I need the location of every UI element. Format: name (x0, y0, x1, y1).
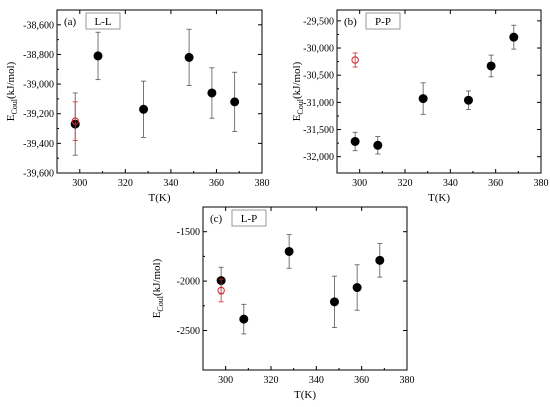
x-tick-label: 360 (209, 178, 224, 189)
plot-frame (336, 9, 542, 174)
y-axis-title-sub: Coul (296, 98, 305, 114)
data-point (373, 140, 383, 150)
y-axis-title-unit: (kJ/mol) (151, 258, 163, 296)
y-tick-label: -39,200 (23, 109, 54, 120)
y-tick-label: -30,000 (303, 44, 334, 55)
chart-panel-3: 300 320 340 360 380-2500-2000-1500T(K)ECoul(… (151, 206, 415, 401)
x-tick-label: 340 (309, 375, 324, 386)
y-axis-title: ECoul(kJ/mol) (151, 258, 165, 318)
x-tick-label: 380 (400, 375, 415, 386)
x-tick-label: 360 (354, 375, 369, 386)
x-tick-label: 340 (163, 178, 178, 189)
y-tick-label: -30,500 (303, 71, 334, 82)
panel-label: (c) (210, 213, 223, 225)
x-tick-label: 380 (255, 178, 270, 189)
chart-panel-2: 300 320 340 360 380 -32,000 -31,500 -31,000 -30,… (291, 9, 549, 204)
x-tick-label: 360 (488, 178, 503, 189)
data-point (350, 136, 360, 146)
y-axis-title-main: E (291, 114, 303, 121)
panel-label: (a) (64, 16, 77, 28)
x-tick-label: 300 (352, 178, 367, 189)
data-point (486, 61, 496, 71)
y-tick-label: -31,000 (303, 98, 334, 109)
data-point-open (71, 117, 79, 125)
x-tick-label: 320 (398, 178, 413, 189)
y-axis-title-main: E (151, 311, 163, 318)
panel-tag-box (231, 209, 267, 227)
x-tick-label: 300 (72, 178, 87, 189)
y-tick-label: -32,000 (303, 152, 334, 163)
panel-label: (b) (344, 16, 357, 28)
panel-tag: L-P (241, 213, 258, 225)
data-point (184, 52, 194, 62)
data-point-open (351, 56, 359, 64)
y-axis-title-main: E (5, 114, 17, 121)
y-tick-label: -2000 (177, 277, 200, 288)
y-tick-label: -29,500 (303, 16, 334, 27)
data-point (418, 94, 428, 104)
panel-tag-box (85, 12, 121, 30)
y-tick-label: -38,600 (23, 20, 54, 31)
y-axis-title: ECoul(kJ/mol) (5, 61, 19, 121)
chart-panel-1: 300 320 340 360 380 -39,600 -39,400 -39,200 -39,… (5, 9, 270, 204)
y-tick-label: -1500 (177, 227, 200, 238)
data-point (239, 314, 249, 324)
y-tick-label: -39,000 (23, 80, 54, 91)
x-tick-label: 380 (534, 178, 549, 189)
data-point (230, 97, 240, 107)
panel-tag: P-P (375, 16, 391, 28)
data-point (139, 104, 149, 114)
x-axis-title: T(K) (294, 389, 316, 401)
plot-frame (202, 206, 408, 371)
y-axis-title-unit: (kJ/mol) (5, 61, 17, 99)
y-axis-title: ECoul(kJ/mol) (291, 61, 305, 121)
x-tick-label: 300 (218, 375, 233, 386)
panel-tag: L-L (94, 16, 111, 28)
x-tick-label: 340 (443, 178, 458, 189)
plot-frame (56, 9, 263, 174)
x-axis-title: T(K) (149, 192, 171, 204)
x-tick-label: 320 (264, 375, 279, 386)
y-tick-label: -39,400 (23, 139, 54, 150)
y-tick-label: -2500 (177, 326, 200, 337)
data-point (284, 246, 294, 256)
x-axis-title: T(K) (428, 192, 450, 204)
y-tick-label: -39,600 (23, 169, 54, 180)
panel-tag-box (365, 12, 401, 30)
y-axis-title-sub: Coul (10, 98, 19, 114)
data-point (509, 32, 519, 42)
data-point (93, 51, 103, 61)
data-point (352, 283, 362, 293)
y-tick-label: -38,800 (23, 50, 54, 61)
y-tick-label: -31,500 (303, 125, 334, 136)
data-point-open (217, 286, 225, 295)
y-axis-title-unit: (kJ/mol) (291, 61, 303, 99)
data-point (329, 297, 339, 307)
data-point (375, 255, 385, 265)
y-axis-title-sub: Coul (156, 295, 165, 311)
x-tick-label: 320 (118, 178, 133, 189)
data-point (463, 95, 473, 105)
data-point (207, 88, 217, 98)
